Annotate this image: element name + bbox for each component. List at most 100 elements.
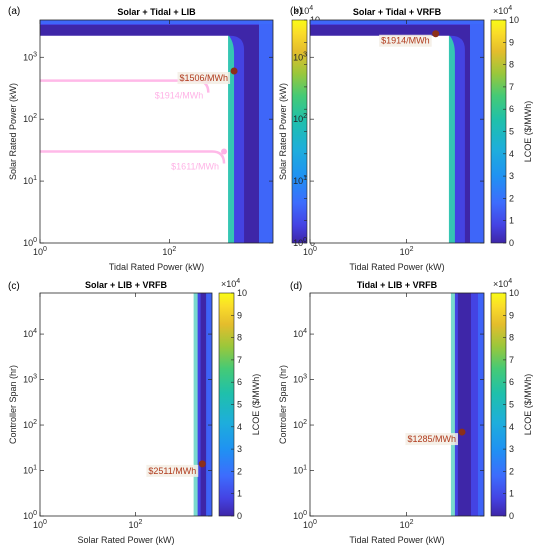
y-tick-label: 100 [23, 510, 37, 521]
y-tick-label: 104 [23, 328, 37, 339]
optimum-label: $1914/MWh [381, 36, 430, 46]
colorbar-tick-label: 1 [509, 489, 514, 499]
x-tick-label: 100 [303, 246, 317, 257]
colorbar-multiplier: ×104 [294, 5, 313, 16]
y-tick-label: 102 [23, 113, 37, 124]
x-axis-label: Tidal Rated Power (kW) [349, 262, 444, 272]
colorbar-tick-label: 6 [509, 377, 514, 387]
faded-contour [40, 150, 226, 164]
axes-box [309, 19, 485, 244]
colorbar-label: LCOE ($/MWh) [523, 374, 533, 436]
colorbar-tick-label: 8 [237, 333, 242, 343]
low-cost-band [457, 293, 472, 516]
y-axis-label: Controller Span (hr) [8, 365, 18, 444]
optimum-marker [230, 67, 238, 75]
colorbar-tick-label: 3 [237, 444, 242, 454]
y-tick-label: 101 [293, 465, 307, 476]
chart-panel: $1914/MWh $1611/MWh 100 102 100 101 102 103 Sola… [8, 5, 334, 272]
optimum-label: $2511/MWh [148, 466, 196, 476]
colorbar-tick-label: 6 [509, 104, 514, 114]
optimum-label: $1285/MWh [407, 434, 456, 444]
y-tick-label: 100 [293, 237, 307, 248]
colorbar-tick-label: 0 [509, 511, 514, 521]
colorbar-tick-label: 2 [509, 466, 514, 476]
optimum-label-bg [379, 34, 432, 47]
y-tick-label: 101 [23, 465, 37, 476]
colorbar-tick-label: 10 [237, 288, 247, 298]
colorbar-tick-label: 7 [237, 355, 242, 365]
colorbar-tick-label: 5 [509, 400, 514, 410]
colorbar-multiplier: ×104 [493, 278, 512, 289]
colorbar-tick-label: 6 [237, 377, 242, 387]
panel-label: (d) [290, 281, 302, 292]
optimum-marker [432, 30, 440, 38]
faded-marker [221, 148, 228, 155]
colorbar-tick-label: 1 [237, 489, 242, 499]
y-tick-label: 103 [23, 51, 37, 62]
x-tick-label: 102 [400, 246, 414, 257]
x-axis-label: Tidal Rated Power (kW) [349, 535, 444, 545]
chart-title: Tidal + LIB + VRFB [357, 280, 438, 290]
colorbar-tick-label: 0 [237, 511, 242, 521]
faded-marker-label: $1914/MWh [155, 91, 204, 101]
colorbar-tick-label: 9 [509, 310, 514, 320]
colorbar-tick-label: 3 [509, 444, 514, 454]
x-tick-label: 100 [303, 519, 317, 530]
y-tick-label: 102 [23, 419, 37, 430]
y-tick-label: 104 [293, 328, 307, 339]
colorbar-tick-label: 7 [509, 82, 514, 92]
colorbar-tick-label: 9 [237, 310, 242, 320]
optimum-label: $1506/MWh [180, 73, 229, 83]
chart-title: Solar + LIB + VRFB [85, 280, 168, 290]
colorbar-tick-label: 5 [237, 400, 242, 410]
colorbar-tick-label: 1 [509, 216, 514, 226]
axes-box [39, 19, 274, 244]
high-cost-edge [478, 293, 484, 516]
x-tick-label: 102 [400, 519, 414, 530]
colorbar-label: LCOE ($/MWh) [523, 101, 533, 163]
colorbar-tick-label: 4 [509, 149, 514, 159]
y-axis-label: Solar Rated Power (kW) [8, 83, 18, 180]
optimum-label-bg [405, 433, 458, 446]
optimum-label-bg [177, 72, 231, 85]
colorbar-tick-label: 3 [509, 171, 514, 181]
y-tick-label: 103 [293, 374, 307, 385]
colorbar-tick-label: 4 [237, 422, 242, 432]
y-tick-label: 101 [293, 175, 307, 186]
colorbar-label: LCOE ($/MWh) [251, 374, 261, 436]
high-cost-edge [259, 20, 273, 243]
high-cost-edge [206, 293, 212, 516]
colorbar-tick-label: 10 [509, 288, 519, 298]
optimum-marker [198, 460, 206, 468]
x-tick-label: 100 [33, 246, 47, 257]
colorbar-tick-label: 0 [509, 238, 514, 248]
colorbar-tick-label: 10 [509, 15, 519, 25]
y-tick-label: 103 [293, 51, 307, 62]
low-cost-band [200, 293, 208, 516]
y-tick-label: 102 [293, 113, 307, 124]
colorbar-multiplier: ×104 [221, 278, 240, 289]
y-axis-label: Controller Span (hr) [278, 365, 288, 444]
colorbar-tick-label: 5 [509, 127, 514, 137]
optimum-label-bg [146, 464, 199, 477]
x-tick-label: 102 [129, 519, 143, 530]
plot-area [40, 293, 212, 516]
axes-box [309, 292, 485, 517]
colorbar-tick-label: 2 [237, 466, 242, 476]
x-axis-label: Tidal Rated Power (kW) [109, 262, 204, 272]
colorbar-tick-label: 9 [509, 37, 514, 47]
colorbar-tick-label: 2 [509, 193, 514, 203]
faded-marker-label: $1611/MWh [171, 162, 219, 172]
x-axis-label: Solar Rated Power (kW) [77, 535, 174, 545]
y-axis-label: Solar Rated Power (kW) [278, 83, 288, 180]
colorbar-tick-label: 4 [509, 422, 514, 432]
colorbar-tick-label: 8 [509, 333, 514, 343]
y-tick-label: 100 [293, 510, 307, 521]
high-cost-edge [470, 20, 484, 243]
colorbar-tick-label: 8 [509, 60, 514, 70]
high-cost-edge [310, 20, 484, 24]
x-tick-label: 102 [162, 246, 176, 257]
y-tick-label: 103 [23, 374, 37, 385]
panel-label: (c) [8, 281, 20, 292]
